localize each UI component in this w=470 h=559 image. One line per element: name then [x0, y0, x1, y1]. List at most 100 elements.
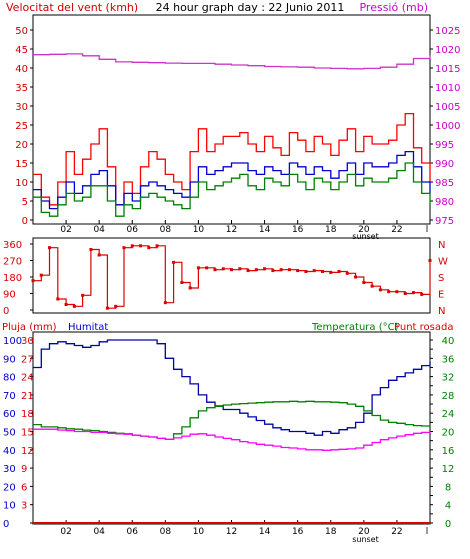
series-humidity-line	[33, 339, 431, 436]
direction-point	[387, 290, 391, 294]
direction-point	[213, 268, 217, 272]
direction-point	[97, 253, 101, 257]
wind-ytick-label: 50	[15, 26, 28, 37]
climate-sunset-label: sunset	[352, 535, 379, 544]
direction-point	[246, 269, 250, 273]
wind-xtick-label: 08	[160, 225, 172, 235]
pressure-ytick-label: 990	[435, 159, 454, 170]
temp-ytick-label: 36	[442, 354, 455, 365]
rain-ytick-label: 27	[21, 354, 34, 365]
dewpoint-axis-title: Punt rosada	[394, 322, 453, 333]
wind-xtick-label: 20	[358, 225, 370, 235]
climate-xtick-label: 18	[325, 527, 337, 537]
wind-ytick-label: 25	[15, 121, 28, 132]
chart-title: 24 hour graph day : 22 Junio 2011	[156, 1, 345, 14]
direction-point	[395, 290, 399, 294]
rain-ytick-label: 18	[21, 409, 34, 420]
direction-point	[81, 293, 85, 297]
wind-ytick-label: 10	[15, 178, 28, 189]
direction-point	[155, 244, 159, 248]
climate-xtick-label: 06	[127, 527, 139, 537]
wind-panel-frame	[32, 14, 431, 225]
direction-point	[163, 301, 167, 305]
climate-xtick-label: 22	[391, 527, 402, 537]
humidity-ytick-label: 60	[3, 409, 16, 420]
direction-point	[147, 246, 151, 250]
direction-point	[279, 268, 283, 272]
direction-point	[403, 292, 407, 295]
wind-xtick-label: 22	[391, 225, 402, 235]
series-pressure-line	[33, 53, 431, 70]
x-end-label: l	[426, 225, 429, 235]
series-direction-line	[33, 245, 431, 309]
rain-ytick-label: 15	[21, 428, 34, 439]
direction-point	[287, 268, 291, 272]
pressure-ytick-label: 995	[435, 140, 454, 151]
pressure-ytick-label: 985	[435, 178, 454, 189]
direction-compass-label: N	[438, 306, 445, 317]
pressure-axis-title: Pressió (mb)	[359, 1, 428, 14]
humidity-ytick-label: 30	[3, 464, 16, 475]
wind-axis-title: Velocitat del vent (kmh)	[6, 1, 138, 14]
direction-point	[48, 246, 52, 250]
wind-ytick-label: 0	[22, 216, 28, 227]
direction-point	[420, 292, 424, 296]
climate-panel-frame	[32, 331, 431, 525]
temperature-axis-title: Temperatura (°C)	[311, 322, 399, 333]
climate-xtick-label: 20	[358, 527, 370, 537]
rain-ytick-label: 21	[21, 391, 34, 402]
humidity-ytick-label: 70	[3, 391, 16, 402]
direction-point	[39, 273, 43, 277]
climate-xtick-label: 10	[193, 527, 205, 537]
temp-ytick-label: 16	[442, 446, 455, 457]
direction-compass-label: N	[438, 240, 445, 251]
wind-ytick-label: 15	[15, 159, 28, 170]
direction-point	[105, 306, 109, 310]
direction-point	[378, 288, 382, 292]
climate-xtick-label: 14	[259, 527, 271, 537]
temp-ytick-label: 0	[445, 519, 451, 530]
series-gust-line	[33, 112, 431, 206]
rain-ytick-label: 6	[21, 482, 27, 493]
direction-point	[180, 281, 184, 284]
direction-point	[114, 304, 118, 308]
direction-point	[320, 270, 324, 273]
climate-plot: 0102030405060708090100369121518212427300…	[3, 336, 454, 544]
direction-point	[337, 270, 341, 273]
wind-xtick-label: 10	[193, 225, 205, 235]
direction-point	[230, 268, 233, 272]
direction-point	[31, 279, 35, 283]
wind-ytick-label: 5	[22, 197, 28, 208]
climate-xtick-label: 12	[226, 527, 237, 537]
direction-compass-label: W	[438, 257, 448, 268]
wind-xtick-label: 16	[292, 225, 304, 235]
pressure-ytick-label: 1005	[435, 102, 460, 113]
direction-point	[172, 260, 176, 264]
wind-xtick-label: 02	[60, 225, 71, 235]
rain-ytick-label: 3	[21, 501, 27, 512]
sunset-label: sunset	[352, 232, 379, 241]
climate-xtick-label: 08	[160, 527, 172, 537]
direction-point	[362, 281, 366, 284]
temp-ytick-label: 8	[445, 482, 451, 493]
direction-ytick-label: 180	[3, 273, 22, 284]
direction-point	[411, 291, 415, 295]
direction-point	[238, 267, 242, 271]
wind-ytick-label: 30	[15, 102, 28, 113]
series-temperature-line	[33, 400, 430, 440]
wind-ytick-label: 40	[15, 64, 28, 75]
series-speed-line	[33, 162, 431, 217]
direction-point	[370, 284, 374, 288]
humidity-ytick-label: 10	[3, 501, 16, 512]
rain-axis-title: Pluja (mm)	[2, 322, 57, 333]
humidity-ytick-label: 0	[3, 519, 9, 530]
rain-ytick-label: 12	[21, 446, 34, 457]
direction-point	[139, 244, 143, 248]
climate-x-end-label: l	[426, 527, 429, 537]
rain-ytick-label: 9	[21, 464, 27, 475]
direction-point	[196, 266, 200, 270]
direction-ytick-label: 360	[3, 240, 22, 251]
humidity-ytick-label: 40	[3, 446, 16, 457]
